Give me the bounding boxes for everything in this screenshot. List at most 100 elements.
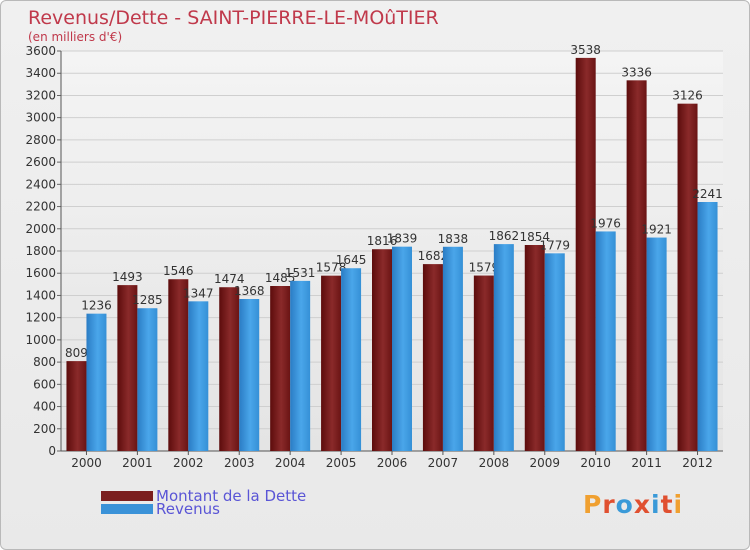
- bar-dette-2007: [422, 264, 443, 451]
- x-tick-label: 2003: [224, 456, 255, 470]
- y-tick-label: 3000: [25, 111, 56, 125]
- bar-revenus-2008: [493, 244, 514, 451]
- y-tick-label: 2200: [25, 200, 56, 214]
- y-tick-label: 600: [33, 377, 56, 391]
- bar-value-label: 2241: [692, 187, 723, 201]
- y-tick-label: 2600: [25, 155, 56, 169]
- bar-revenus-2011: [646, 237, 667, 451]
- x-tick-label: 2009: [529, 456, 560, 470]
- bar-dette-2003: [219, 287, 240, 451]
- bar-value-label: 1285: [132, 293, 163, 307]
- bar-value-label: 1578: [316, 261, 347, 275]
- y-tick-label: 1000: [25, 333, 56, 347]
- x-tick-label: 2005: [326, 456, 357, 470]
- bar-revenus-2002: [188, 301, 209, 451]
- bar-value-label: 1493: [112, 270, 143, 284]
- bar-revenus-2001: [137, 308, 158, 451]
- bar-value-label: 1838: [438, 232, 469, 246]
- logo-letter: r: [602, 490, 616, 519]
- y-tick-label: 3600: [25, 44, 56, 58]
- bar-value-label: 1816: [367, 234, 398, 248]
- bar-revenus-2000: [86, 313, 107, 451]
- y-tick-label: 1600: [25, 266, 56, 280]
- x-tick-label: 2007: [428, 456, 459, 470]
- bar-dette-2011: [626, 80, 647, 451]
- bar-dette-2004: [270, 286, 291, 451]
- bar-dette-2005: [321, 275, 342, 451]
- bar-value-label: 3336: [621, 65, 652, 79]
- y-tick-label: 3400: [25, 66, 56, 80]
- logo-letter: i: [673, 490, 684, 519]
- y-tick-label: 3200: [25, 88, 56, 102]
- x-tick-label: 2010: [580, 456, 611, 470]
- bar-value-label: 1347: [183, 286, 214, 300]
- bar-value-label: 1862: [489, 229, 520, 243]
- bar-revenus-2003: [239, 299, 260, 451]
- y-tick-label: 1200: [25, 311, 56, 325]
- legend-swatch-dette: [101, 491, 153, 501]
- bar-dette-2012: [677, 103, 698, 452]
- bar-dette-2010: [575, 57, 596, 452]
- bar-value-label: 1368: [234, 284, 265, 298]
- logo-letter: o: [615, 490, 634, 519]
- bar-value-label: 809: [65, 346, 88, 360]
- bar-value-label: 1236: [81, 299, 112, 313]
- bar-revenus-2005: [341, 268, 362, 451]
- y-tick-label: 2800: [25, 133, 56, 147]
- bar-value-label: 1779: [539, 238, 570, 252]
- x-tick-label: 2008: [479, 456, 510, 470]
- x-tick-label: 2001: [122, 456, 153, 470]
- bar-dette-2002: [168, 279, 189, 451]
- bar-value-label: 3538: [570, 43, 601, 57]
- x-tick-label: 2000: [71, 456, 102, 470]
- proxiti-logo: Proxiti: [583, 490, 683, 519]
- y-tick-label: 1800: [25, 244, 56, 258]
- bar-value-label: 1579: [469, 261, 500, 275]
- bar-revenus-2004: [290, 280, 311, 451]
- chart-title: Revenus/Dette - SAINT-PIERRE-LE-MOûTIER: [28, 7, 439, 29]
- bar-revenus-2009: [544, 253, 565, 451]
- bar-value-label: 1976: [590, 216, 621, 230]
- bar-revenus-2007: [442, 246, 463, 451]
- x-tick-label: 2004: [275, 456, 306, 470]
- bar-dette-2000: [66, 361, 87, 451]
- x-tick-label: 2012: [682, 456, 713, 470]
- bar-value-label: 1474: [214, 272, 245, 286]
- bar-dette-2009: [524, 245, 545, 451]
- bar-value-label: 1839: [387, 232, 418, 246]
- bar-value-label: 1485: [265, 271, 296, 285]
- chart-subtitle: (en milliers d'€): [28, 30, 123, 44]
- logo-letter: i: [651, 490, 661, 519]
- x-tick-label: 2006: [377, 456, 408, 470]
- legend-label-dette: Montant de la Dette: [156, 487, 307, 505]
- legend-label-revenus: Revenus: [156, 500, 220, 518]
- bar-value-label: 1645: [336, 253, 367, 267]
- y-tick-label: 200: [33, 422, 56, 436]
- bar-value-label: 1854: [519, 230, 550, 244]
- y-tick-label: 0: [48, 444, 56, 458]
- bar-value-label: 3126: [672, 89, 703, 103]
- y-tick-label: 1400: [25, 288, 56, 302]
- bar-revenus-2012: [697, 202, 718, 451]
- x-tick-label: 2011: [631, 456, 662, 470]
- y-tick-label: 400: [33, 400, 56, 414]
- bar-dette-2008: [473, 275, 494, 451]
- x-tick-label: 2002: [173, 456, 204, 470]
- logo-letter: P: [583, 490, 603, 519]
- logo-letter: x: [633, 490, 651, 519]
- bar-dette-2006: [372, 249, 392, 451]
- y-tick-label: 2000: [25, 222, 56, 236]
- y-tick-label: 2400: [25, 177, 56, 191]
- y-tick-label: 800: [33, 355, 56, 369]
- bar-dette-2001: [117, 285, 138, 451]
- bar-revenus-2006: [392, 246, 412, 451]
- bar-value-label: 1682: [418, 249, 449, 263]
- bar-value-label: 1531: [285, 266, 316, 280]
- logo-letter: t: [660, 490, 674, 519]
- bar-value-label: 1921: [641, 223, 672, 237]
- bar-revenus-2010: [595, 231, 616, 451]
- bar-value-label: 1546: [163, 264, 194, 278]
- legend-swatch-revenus: [101, 504, 153, 514]
